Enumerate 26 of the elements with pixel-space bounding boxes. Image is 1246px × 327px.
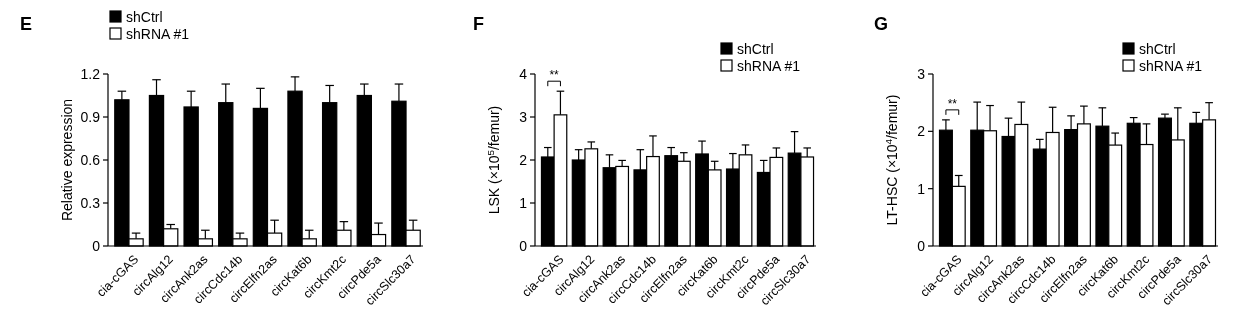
y-tick-label: 1 <box>917 180 926 197</box>
y-tick-label: 2 <box>519 151 528 168</box>
y-tick-label: 1.2 <box>80 65 101 82</box>
legend-label: shRNA #1 <box>737 58 801 74</box>
legend-label: shRNA #1 <box>126 26 190 42</box>
chart-title: E <box>20 14 33 34</box>
y-axis-title: Relative expression <box>59 98 75 222</box>
y-tick-label: 3 <box>917 65 926 82</box>
chart-title: G <box>874 14 889 34</box>
y-tick-label: 0.9 <box>80 108 101 125</box>
legend-label: shCtrl <box>126 9 163 25</box>
y-tick-label: 0.3 <box>80 194 101 211</box>
y-tick-label: 4 <box>519 65 528 82</box>
y-tick-label: 0 <box>917 237 926 254</box>
annotation: ** <box>947 96 958 111</box>
y-tick-label: 0.6 <box>80 151 101 168</box>
legend-label: shCtrl <box>737 41 774 57</box>
y-tick-label: 0 <box>92 237 101 254</box>
y-tick-label: 0 <box>519 237 528 254</box>
annotation: ** <box>549 68 560 83</box>
chart-title: F <box>473 14 484 34</box>
y-tick-label: 3 <box>519 108 528 125</box>
legend-label: shRNA #1 <box>1139 58 1203 74</box>
legend-label: shCtrl <box>1139 41 1176 57</box>
y-tick-label: 2 <box>917 123 926 140</box>
y-tick-label: 1 <box>519 194 528 211</box>
